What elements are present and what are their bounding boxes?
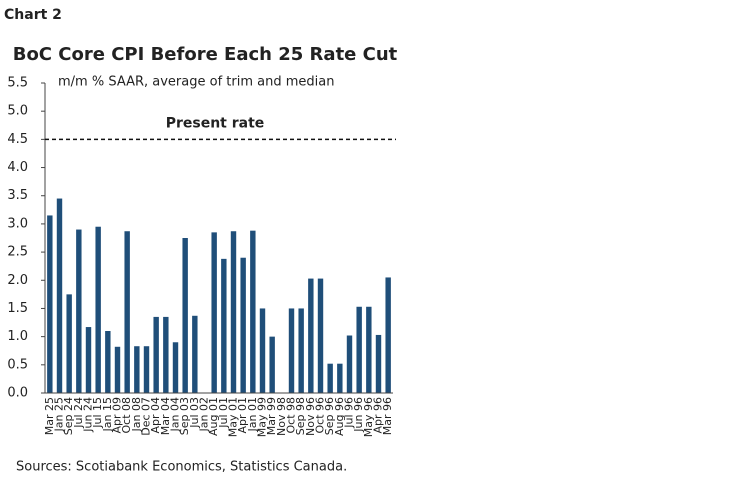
bar bbox=[134, 346, 140, 393]
bar bbox=[308, 278, 314, 393]
bar bbox=[95, 226, 101, 393]
x-tick-label: Sep 96 bbox=[323, 397, 336, 435]
x-tick-label: Apr 96 bbox=[372, 397, 385, 434]
y-tick-label: 3.0 bbox=[7, 216, 28, 231]
x-tick-label: Oct 98 bbox=[285, 397, 298, 434]
y-tick-label: 5.0 bbox=[7, 104, 28, 119]
bar bbox=[143, 346, 150, 393]
x-tick-label: Oct 96 bbox=[314, 397, 327, 434]
chart-title: BoC Core CPI Before Each 25 Rate Cut bbox=[13, 44, 398, 65]
y-tick-label: 2.0 bbox=[7, 273, 28, 288]
bar bbox=[66, 294, 72, 393]
y-tick-label: 2.5 bbox=[7, 245, 28, 260]
bar bbox=[346, 335, 353, 393]
bar bbox=[114, 346, 121, 393]
bar bbox=[356, 306, 362, 393]
y-tick-label: 0.0 bbox=[7, 386, 28, 401]
x-tick-label: May 01 bbox=[227, 397, 240, 437]
x-tick-label: Jan 25 bbox=[53, 397, 66, 432]
bar bbox=[76, 229, 82, 393]
bar bbox=[192, 315, 198, 393]
bar bbox=[47, 215, 53, 393]
bar bbox=[221, 258, 227, 393]
source-note: Sources: Scotiabank Economics, Statistic… bbox=[16, 460, 347, 475]
bar bbox=[269, 336, 275, 393]
x-tick-label: Jun 96 bbox=[352, 397, 365, 433]
x-tick-label: Jun 24 bbox=[82, 397, 95, 433]
bar bbox=[105, 331, 111, 393]
y-tick-label: 0.5 bbox=[7, 357, 28, 372]
bar bbox=[182, 238, 188, 393]
x-tick-label: Sep 03 bbox=[178, 397, 191, 435]
bar bbox=[327, 363, 333, 393]
x-tick-label: Jan 04 bbox=[169, 397, 182, 432]
x-tick-label: Mar 99 bbox=[265, 397, 278, 435]
bar bbox=[375, 334, 382, 393]
bar bbox=[366, 306, 372, 393]
chart-label: Chart 2 bbox=[4, 7, 62, 23]
bar bbox=[317, 278, 324, 393]
bar bbox=[56, 198, 63, 393]
bar bbox=[385, 277, 391, 393]
x-tick-label: Jan 02 bbox=[198, 397, 211, 432]
x-tick-label: Sep 98 bbox=[294, 397, 307, 435]
x-tick-label: Jan 15 bbox=[101, 397, 114, 432]
x-tick-label: Dec 07 bbox=[140, 397, 153, 436]
x-tick-label: Mar 04 bbox=[159, 397, 172, 435]
x-tick-label: Apr 09 bbox=[111, 397, 124, 434]
x-tick-label: May 96 bbox=[362, 397, 375, 437]
y-tick-label: 1.5 bbox=[7, 301, 28, 316]
x-tick-label: Nov 96 bbox=[304, 397, 317, 436]
bar bbox=[230, 231, 237, 393]
reference-label: Present rate bbox=[166, 115, 265, 131]
y-tick-label: 4.0 bbox=[7, 160, 28, 175]
x-tick-label: Aug 96 bbox=[333, 397, 346, 436]
x-tick-label: May 99 bbox=[256, 397, 269, 437]
bar bbox=[250, 230, 256, 393]
x-tick-label: Jan 01 bbox=[246, 397, 259, 432]
bar bbox=[211, 232, 217, 393]
x-tick-label: Jul 96 bbox=[343, 397, 356, 429]
x-tick-label: Aug 01 bbox=[207, 397, 220, 436]
y-tick-label: 5.5 bbox=[7, 76, 28, 91]
x-tick-label: Jan 08 bbox=[130, 397, 143, 432]
y-tick-label: 4.5 bbox=[7, 132, 28, 147]
x-tick-label: Mar 25 bbox=[43, 397, 56, 435]
bar bbox=[163, 316, 169, 393]
x-tick-label: Jul 24 bbox=[72, 397, 85, 429]
x-tick-label: Apr 01 bbox=[236, 397, 249, 434]
x-tick-label: Jul 15 bbox=[91, 397, 104, 429]
bar bbox=[240, 257, 246, 393]
bar bbox=[153, 316, 159, 393]
chart-subtitle: m/m % SAAR, average of trim and median bbox=[58, 75, 334, 90]
bar bbox=[259, 308, 266, 393]
x-tick-label: Mar 96 bbox=[381, 397, 394, 435]
bar bbox=[85, 327, 92, 393]
bar bbox=[288, 308, 295, 393]
x-tick-label: Sep 24 bbox=[62, 397, 75, 435]
x-tick-label: Jul 01 bbox=[217, 397, 230, 429]
y-tick-label: 3.5 bbox=[7, 188, 28, 203]
y-tick-label: 1.0 bbox=[7, 329, 28, 344]
bar bbox=[172, 342, 179, 393]
bar bbox=[124, 231, 130, 393]
x-tick-label: Nov 98 bbox=[275, 397, 288, 436]
x-tick-label: Oct 08 bbox=[120, 397, 133, 434]
x-tick-label: Apr 04 bbox=[149, 397, 162, 434]
bar bbox=[337, 363, 343, 393]
x-tick-label: Jul 03 bbox=[188, 397, 201, 429]
bar bbox=[298, 308, 304, 393]
